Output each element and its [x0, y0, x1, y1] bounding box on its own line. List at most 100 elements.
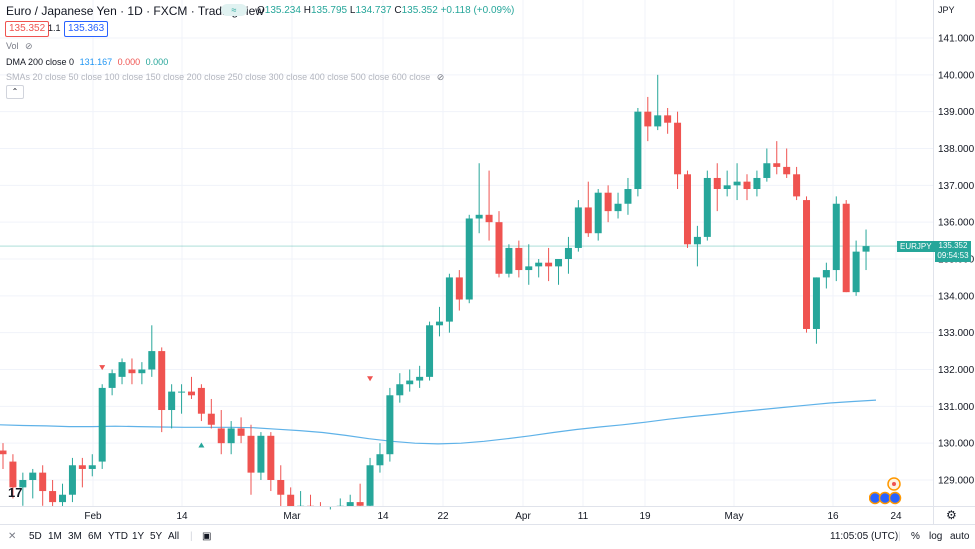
range-ytd[interactable]: YTD	[108, 531, 128, 542]
collapse-legend-button[interactable]: ⌃	[6, 85, 24, 99]
candle-body[interactable]	[208, 414, 215, 425]
candle-body[interactable]	[704, 178, 711, 237]
candle-body[interactable]	[664, 115, 671, 122]
candle-body[interactable]	[79, 465, 86, 469]
candle-body[interactable]	[386, 395, 393, 454]
candle-body[interactable]	[496, 222, 503, 274]
range-1m[interactable]: 1M	[48, 531, 62, 542]
candle-body[interactable]	[228, 428, 235, 443]
candle-body[interactable]	[128, 370, 135, 374]
candle-body[interactable]	[734, 182, 741, 186]
range-1y[interactable]: 1Y	[132, 531, 144, 542]
candle-body[interactable]	[565, 248, 572, 259]
candle-body[interactable]	[446, 277, 453, 321]
candle-body[interactable]	[277, 480, 284, 495]
candle-body[interactable]	[99, 388, 106, 462]
candle-body[interactable]	[178, 392, 185, 393]
candle-body[interactable]	[535, 263, 542, 267]
candle-body[interactable]	[158, 351, 165, 410]
candle-body[interactable]	[138, 370, 145, 374]
mode-toggle[interactable]: ≈	[221, 4, 247, 16]
candle-body[interactable]	[595, 193, 602, 234]
candle-body[interactable]	[148, 351, 155, 369]
candle-body[interactable]	[396, 384, 403, 395]
candle-body[interactable]	[505, 248, 512, 274]
candle-body[interactable]	[863, 246, 870, 252]
candle-body[interactable]	[109, 373, 116, 388]
eye-off-icon[interactable]: ⊘	[437, 72, 445, 82]
candle-body[interactable]	[634, 112, 641, 189]
candle-body[interactable]	[248, 436, 255, 473]
candle-body[interactable]	[367, 465, 374, 506]
vol-study[interactable]: Vol ⊘	[6, 41, 33, 52]
candle-body[interactable]	[724, 185, 731, 189]
candle-body[interactable]	[287, 495, 294, 506]
candle-body[interactable]	[654, 115, 661, 126]
candle-body[interactable]	[624, 189, 631, 204]
candle-body[interactable]	[59, 495, 66, 502]
close-icon[interactable]: ✕	[8, 531, 16, 542]
dma-study[interactable]: DMA 200 close 0 131.167 0.000 0.000	[6, 57, 168, 67]
candle-body[interactable]	[555, 259, 562, 266]
candle-body[interactable]	[605, 193, 612, 211]
candle-body[interactable]	[783, 167, 790, 174]
candle-body[interactable]	[744, 182, 751, 189]
clock-time[interactable]: 11:05:05 (UTC)	[830, 531, 898, 542]
candle-body[interactable]	[823, 270, 830, 277]
candle-body[interactable]	[436, 322, 443, 326]
auto-scale-button[interactable]: auto	[950, 531, 969, 542]
candle-body[interactable]	[267, 436, 274, 480]
candle-body[interactable]	[376, 454, 383, 465]
range-5d[interactable]: 5D	[29, 531, 42, 542]
candle-body[interactable]	[833, 204, 840, 270]
candle-body[interactable]	[119, 362, 126, 377]
candle-body[interactable]	[29, 473, 36, 480]
candle-body[interactable]	[426, 325, 433, 377]
candle-body[interactable]	[644, 112, 651, 127]
candle-body[interactable]	[168, 392, 175, 410]
candle-body[interactable]	[238, 428, 245, 435]
candle-body[interactable]	[674, 123, 681, 175]
range-6m[interactable]: 6M	[88, 531, 102, 542]
candle-body[interactable]	[545, 263, 552, 267]
candle-body[interactable]	[257, 436, 264, 473]
candle-body[interactable]	[515, 248, 522, 270]
candle-body[interactable]	[188, 392, 195, 396]
candle-body[interactable]	[456, 277, 463, 299]
candle-body[interactable]	[684, 174, 691, 244]
percent-scale-button[interactable]: %	[911, 531, 920, 542]
calendar-icon[interactable]: ▣	[202, 531, 211, 542]
range-3m[interactable]: 3M	[68, 531, 82, 542]
event-markers[interactable]	[869, 475, 903, 509]
candle-body[interactable]	[89, 465, 96, 469]
candle-body[interactable]	[575, 207, 582, 248]
candle-body[interactable]	[476, 215, 483, 219]
candle-body[interactable]	[466, 218, 473, 299]
candle-body[interactable]	[615, 204, 622, 211]
candle-body[interactable]	[853, 252, 860, 293]
economic-event-icon[interactable]	[890, 493, 901, 504]
currency-label[interactable]: JPY	[938, 5, 955, 15]
candle-body[interactable]	[763, 163, 770, 178]
candle-body[interactable]	[753, 178, 760, 189]
candle-body[interactable]	[714, 178, 721, 189]
candle-body[interactable]	[585, 207, 592, 233]
bid-price-button[interactable]: 135.352	[5, 21, 49, 37]
candle-body[interactable]	[525, 266, 532, 270]
candle-body[interactable]	[49, 491, 56, 502]
ask-price-button[interactable]: 135.363	[64, 21, 108, 37]
candle-body[interactable]	[803, 200, 810, 329]
candle-body[interactable]	[0, 451, 7, 455]
candle-body[interactable]	[694, 237, 701, 244]
candle-body[interactable]	[793, 174, 800, 196]
range-all[interactable]: All	[168, 531, 179, 542]
candle-body[interactable]	[218, 428, 225, 443]
candle-body[interactable]	[9, 462, 16, 488]
candle-body[interactable]	[843, 204, 850, 292]
log-scale-button[interactable]: log	[929, 531, 942, 542]
tradingview-logo-icon[interactable]: 17	[8, 485, 22, 500]
range-5y[interactable]: 5Y	[150, 531, 162, 542]
candle-body[interactable]	[406, 381, 413, 385]
candle-body[interactable]	[486, 215, 493, 222]
candle-body[interactable]	[39, 473, 46, 491]
